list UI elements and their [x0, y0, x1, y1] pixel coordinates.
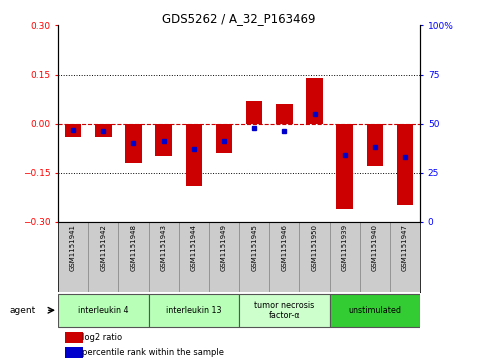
Title: GDS5262 / A_32_P163469: GDS5262 / A_32_P163469 — [162, 12, 316, 25]
Bar — [367, 124, 383, 166]
Text: agent: agent — [10, 306, 36, 315]
Bar — [95, 124, 112, 137]
Text: GSM1151940: GSM1151940 — [372, 224, 378, 271]
Text: interleukin 4: interleukin 4 — [78, 306, 128, 315]
Text: percentile rank within the sample: percentile rank within the sample — [82, 348, 224, 357]
Bar — [337, 124, 353, 209]
Text: GSM1151945: GSM1151945 — [251, 224, 257, 271]
Text: GSM1151947: GSM1151947 — [402, 224, 408, 271]
Bar — [209, 222, 239, 292]
Bar — [246, 101, 262, 124]
Bar — [65, 332, 83, 343]
Text: GSM1151950: GSM1151950 — [312, 224, 317, 271]
Text: GSM1151941: GSM1151941 — [70, 224, 76, 271]
Bar — [330, 222, 360, 292]
Text: unstimulated: unstimulated — [348, 306, 401, 315]
Bar — [179, 222, 209, 292]
Bar — [125, 124, 142, 163]
Text: GSM1151939: GSM1151939 — [342, 224, 348, 271]
Bar — [306, 78, 323, 124]
Bar — [239, 294, 330, 327]
Text: interleukin 13: interleukin 13 — [166, 306, 222, 315]
Text: log2 ratio: log2 ratio — [82, 333, 122, 342]
Text: GSM1151946: GSM1151946 — [282, 224, 287, 271]
Bar — [299, 222, 330, 292]
Bar — [216, 124, 232, 153]
Bar — [58, 294, 149, 327]
Bar — [156, 124, 172, 156]
Bar — [397, 124, 413, 205]
Text: GSM1151948: GSM1151948 — [130, 224, 136, 271]
Bar — [88, 222, 118, 292]
Bar — [149, 294, 239, 327]
Bar — [239, 222, 270, 292]
Text: GSM1151949: GSM1151949 — [221, 224, 227, 271]
Bar — [65, 124, 81, 137]
Bar — [390, 222, 420, 292]
Bar — [65, 347, 83, 358]
Bar — [149, 222, 179, 292]
Text: tumor necrosis
factor-α: tumor necrosis factor-α — [254, 301, 314, 320]
Text: GSM1151944: GSM1151944 — [191, 224, 197, 271]
Bar — [58, 222, 88, 292]
Bar — [185, 124, 202, 186]
Text: GSM1151942: GSM1151942 — [100, 224, 106, 271]
Bar — [118, 222, 149, 292]
Text: GSM1151943: GSM1151943 — [161, 224, 167, 271]
Bar — [276, 104, 293, 124]
Bar — [330, 294, 420, 327]
Bar — [270, 222, 299, 292]
Bar — [360, 222, 390, 292]
